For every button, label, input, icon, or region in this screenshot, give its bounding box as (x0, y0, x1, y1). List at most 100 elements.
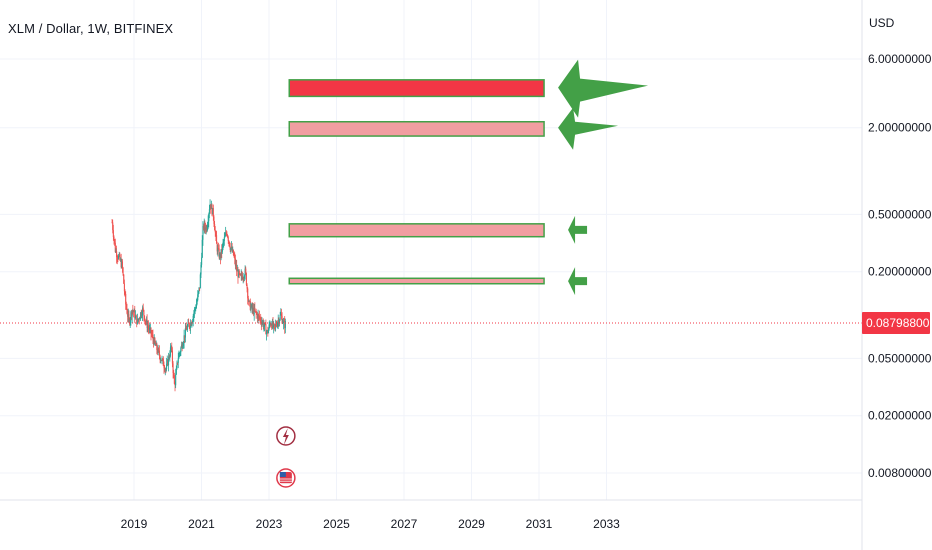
candle-body (206, 225, 209, 231)
candle-body (265, 324, 267, 335)
candle-body (190, 322, 192, 328)
candle-body (212, 207, 214, 217)
candle-body (190, 322, 192, 326)
candle-body (150, 327, 152, 334)
candle-body (130, 312, 132, 320)
candle-body (194, 308, 196, 310)
candle-body (238, 270, 240, 278)
candle-body (255, 310, 257, 314)
candle-body (121, 261, 123, 268)
candle-body (189, 326, 191, 328)
candle-body (167, 356, 170, 366)
x-tick-label: 2023 (256, 517, 283, 531)
candle-body (195, 303, 197, 309)
candle-body (123, 283, 125, 292)
candle-body (118, 254, 120, 256)
candle-body (241, 274, 243, 277)
candle-body (158, 348, 160, 351)
x-tick-label: 2019 (121, 517, 148, 531)
candle-body (235, 265, 237, 266)
candle-body (256, 313, 258, 319)
y-tick-label: 0.50000000 (868, 207, 932, 221)
candle-body (115, 251, 117, 253)
candle-body (258, 315, 260, 318)
candle-body (216, 235, 218, 244)
candle-body (177, 362, 179, 364)
candle-body (207, 221, 209, 226)
candle-body (249, 300, 251, 302)
candle-body (179, 353, 181, 354)
candle-body (272, 321, 274, 327)
y-tick-label: 2.00000000 (868, 121, 932, 135)
candle-body (251, 304, 253, 310)
candle-body (147, 326, 149, 328)
candle-body (112, 230, 114, 238)
candle-body (136, 315, 138, 324)
candle-body (274, 324, 276, 326)
candle-body (209, 204, 211, 210)
candle-body (175, 374, 177, 386)
arrow-left-icon (558, 107, 619, 150)
arrow-left-icon (558, 59, 649, 118)
candle-body (242, 277, 244, 280)
candle-body (234, 258, 236, 266)
candle-body (195, 308, 197, 309)
candle-body (186, 326, 188, 331)
candle-body (122, 267, 124, 275)
candle-body (121, 261, 123, 268)
y-tick-label: 0.00800000 (868, 466, 932, 480)
candle-body (281, 315, 283, 324)
candle-body (154, 338, 156, 343)
candle-body (280, 313, 283, 316)
candle-body (201, 257, 203, 265)
candle-body (201, 239, 203, 258)
candle-body (223, 237, 225, 241)
candle-body (155, 343, 157, 346)
candlestick-series (111, 199, 286, 392)
price-zone (288, 223, 545, 238)
candle-body (228, 242, 231, 247)
candle-body (216, 243, 218, 252)
candle-body (134, 310, 136, 319)
price-zone (288, 277, 545, 285)
candle-body (205, 227, 207, 231)
candle-body (169, 347, 172, 356)
candle-body (187, 322, 189, 327)
candle-body (170, 346, 172, 348)
candle-body (221, 244, 223, 252)
candle-body (244, 268, 246, 277)
candle-body (208, 214, 210, 222)
price-zone (288, 120, 545, 137)
candle-body (230, 246, 233, 248)
candle-body (143, 310, 145, 316)
candle-body (240, 273, 242, 276)
candle-body (146, 319, 148, 328)
candle-body (243, 277, 245, 279)
candle-body (143, 315, 146, 321)
candle-body (283, 320, 285, 322)
candle-body (188, 324, 190, 327)
candle-body (151, 333, 153, 335)
last-price-label: 0.08798800 (866, 316, 930, 330)
candle-body (129, 319, 131, 324)
candle-body (273, 324, 275, 325)
candle-body (171, 350, 173, 364)
candle-body (267, 329, 270, 334)
y-tick-label: 0.20000000 (868, 265, 932, 279)
last-price-badge (862, 312, 930, 335)
candle-body (276, 325, 278, 327)
candle-body (224, 235, 226, 238)
candle-body (147, 326, 149, 328)
candle-body (124, 291, 126, 294)
candle-body (227, 235, 229, 238)
candle-body (215, 232, 217, 236)
candle-body (151, 334, 153, 336)
candle-body (232, 249, 234, 252)
candle-body (267, 330, 269, 334)
lightning-bolt-shape (282, 428, 289, 445)
candle-body (116, 251, 118, 258)
candle-body (213, 216, 215, 224)
candle-body (228, 240, 230, 243)
candle-body (144, 320, 146, 322)
